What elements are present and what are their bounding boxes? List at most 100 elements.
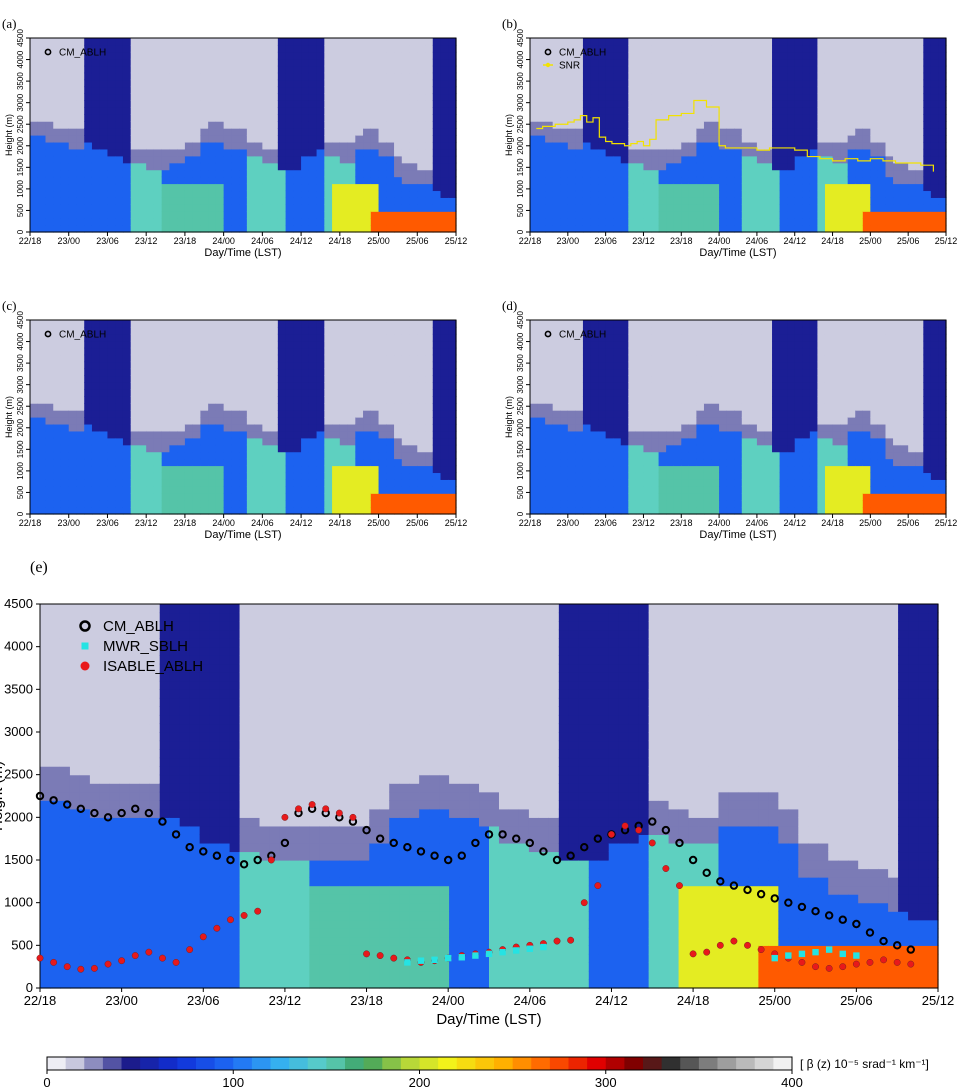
heat-cell [169,417,178,425]
heat-cell [401,176,411,185]
heat-cell [45,58,54,67]
heat-cell [293,354,302,363]
heat-cell [231,347,240,356]
heat-cell [394,347,403,356]
heat-cell [347,389,356,397]
heat-cell [254,197,263,205]
heat-cell [301,410,310,418]
heat-cell [688,114,697,122]
heat-cell [169,141,178,150]
heat-cell [605,114,614,122]
heat-cell [620,58,629,67]
heat-cell [60,225,70,233]
heat-cell [734,155,743,164]
heat-cell [590,38,599,46]
y-tick-label: 4500 [16,311,25,329]
heat-cell [122,218,132,226]
heat-cell [262,375,271,383]
heat-cell [122,183,132,192]
heat-cell [363,326,372,335]
heat-cell [432,458,442,467]
heat-cell [223,361,232,370]
heat-cell [378,465,387,474]
heat-cell [293,128,302,136]
heat-cell [246,183,256,192]
heat-cell [378,169,387,178]
heat-cell [107,430,116,439]
heat-cell [308,486,318,494]
heat-cell [115,114,124,122]
heat-cell [254,375,263,383]
heat-cell [545,361,554,370]
heat-cell [53,382,62,390]
heat-cell [425,410,434,418]
heat-cell [560,347,569,356]
x-tick-label: 25/06 [406,518,429,528]
heat-cell [772,148,781,157]
heat-cell [908,211,917,219]
heat-cell [893,135,902,143]
heat-cell [107,128,116,136]
heat-cell [643,225,652,233]
heat-cell [177,58,186,67]
heat-cell [177,135,186,143]
heat-cell [138,86,147,95]
heat-cell [696,183,705,192]
heat-cell [339,423,349,432]
heat-cell [215,65,225,74]
heat-cell [285,479,294,487]
heat-cell [68,211,78,219]
heat-cell [215,361,225,370]
heat-cell [915,176,924,185]
heat-cell [560,93,569,101]
heat-cell [530,218,539,226]
heat-cell [246,444,256,453]
heat-cell [285,451,294,460]
heat-cell [332,93,341,101]
heat-cell [107,58,116,67]
heat-cell [76,51,85,60]
heat-cell [254,423,263,432]
heat-cell [425,197,434,205]
x-tick-label: 23/06 [594,236,617,246]
heat-cell [355,114,364,122]
heat-cell [99,368,109,377]
heat-cell [200,458,209,467]
heat-cell [575,423,584,432]
heat-cell [605,169,614,178]
heat-cell [45,396,54,404]
heat-cell [847,51,856,60]
heat-cell [794,58,803,67]
heat-cell [552,389,561,397]
heat-cell [378,44,387,53]
heat-cell [53,114,62,122]
heat-cell [370,128,380,136]
heat-cell [246,162,256,171]
heat-cell [76,479,85,487]
heat-cell [339,218,349,226]
heat-cell [146,114,155,122]
heat-cell [734,197,743,205]
heat-cell [115,86,124,95]
heat-cell [254,403,263,411]
heat-cell [862,211,871,219]
heat-cell [432,204,442,212]
heat-cell [448,86,457,95]
heat-cell [231,333,240,342]
heat-cell [734,65,743,74]
heat-cell [231,361,240,370]
heat-cell [545,396,554,404]
heat-cell [440,396,449,404]
heat-cell [855,58,864,67]
heat-cell [45,211,54,219]
heat-cell [409,218,418,226]
heat-cell [787,148,796,157]
heat-cell [432,340,442,349]
heat-cell [409,444,418,453]
heat-cell [84,58,93,67]
heat-cell [681,169,690,178]
heat-cell [215,135,225,143]
heat-cell [417,333,426,342]
heat-cell [161,472,171,480]
heat-cell [681,148,690,157]
